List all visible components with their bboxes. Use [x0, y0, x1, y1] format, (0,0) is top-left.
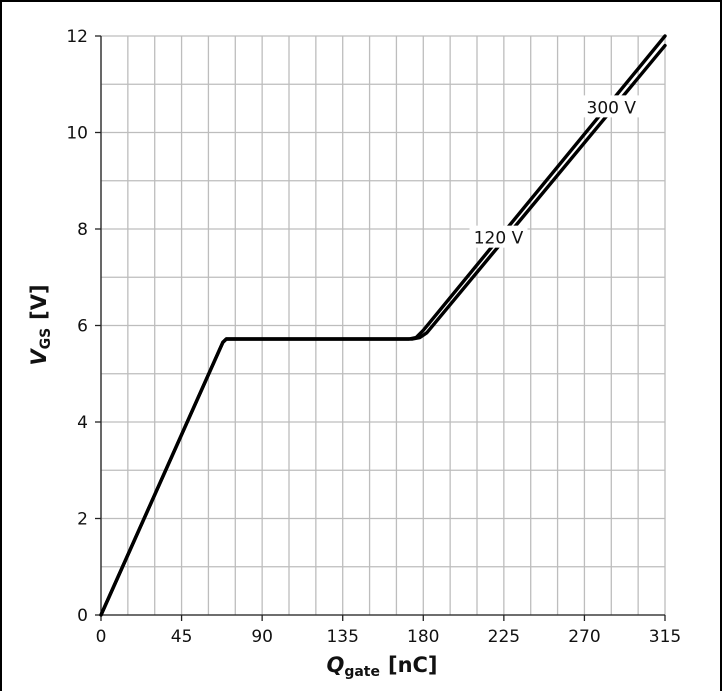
y-axis-title: VGS [V] [27, 284, 54, 365]
x-tick-label: 225 [488, 627, 520, 647]
y-axis-title-unit: [V] [27, 284, 51, 319]
series-line-300-v [99, 43, 667, 617]
x-tick-label: 270 [568, 627, 600, 647]
tick-labels: 0 45 90 135 180 225 270 315 0 2 4 6 8 10 12 [66, 27, 681, 647]
x-axis-title: Qgate [nC] [326, 653, 437, 680]
y-tick-label: 12 [66, 27, 88, 47]
x-axis-title-main: Q [326, 653, 344, 677]
curve-label-background [469, 225, 528, 248]
x-axis-title-sub: gate [344, 664, 380, 680]
y-tick-label: 4 [77, 413, 88, 433]
x-tick-label: 45 [171, 627, 193, 647]
x-tick-label: 90 [251, 627, 273, 647]
x-tick-label: 0 [96, 627, 107, 647]
curve-label-120-v: 120 V [474, 229, 524, 249]
y-tick-label: 10 [66, 124, 88, 144]
x-tick-label: 180 [407, 627, 439, 647]
x-axis-title-unit: [nC] [388, 653, 438, 677]
y-axis-title-main: V [27, 348, 51, 366]
curve-label-300-v: 300 V [587, 98, 637, 118]
grid [100, 35, 666, 616]
axes [95, 35, 666, 621]
y-axis-title-sub: GS [38, 328, 54, 350]
x-tick-label: 135 [326, 627, 358, 647]
curve-label-background [582, 95, 641, 118]
series [99, 34, 667, 617]
x-tick-label: 315 [649, 627, 681, 647]
y-tick-label: 2 [77, 510, 88, 530]
y-tick-label: 8 [77, 220, 88, 240]
y-tick-label: 6 [77, 317, 88, 337]
y-tick-label: 0 [77, 606, 88, 626]
annotations: 120 V 300 V [469, 95, 641, 249]
